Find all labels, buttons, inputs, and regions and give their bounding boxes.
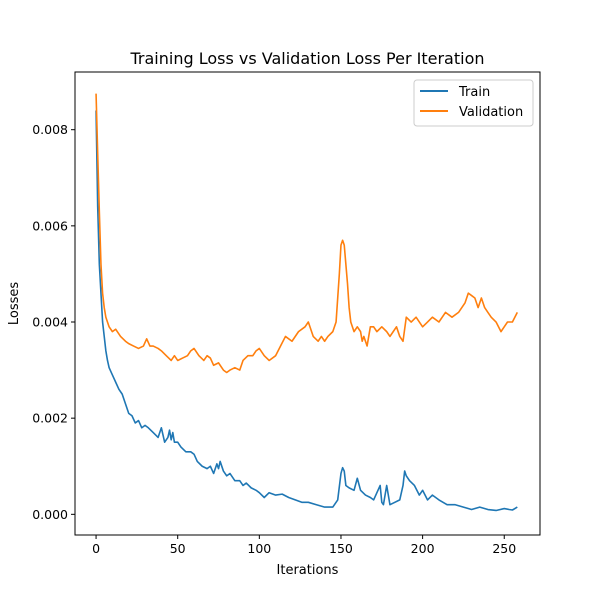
- series-lines: [95, 93, 519, 512]
- series-line-train: [95, 110, 518, 512]
- axis-ticks: 0 50 100 150 200 250 0.000 0.002 0.004 0.006 0.008: [32, 122, 516, 556]
- y-tick-label: 0.006: [32, 218, 68, 233]
- x-tick-label: 0: [92, 541, 100, 556]
- x-tick-label: 50: [170, 541, 186, 556]
- y-tick-label: 0.004: [32, 315, 68, 330]
- y-axis-label: Losses: [7, 282, 22, 326]
- x-tick-label: 200: [411, 541, 435, 556]
- x-tick-label: 150: [329, 541, 353, 556]
- x-tick-label: 100: [247, 541, 271, 556]
- y-tick-label: 0.000: [32, 507, 68, 522]
- x-axis-label: Iterations: [277, 563, 339, 578]
- series-line-validation: [95, 93, 519, 374]
- y-tick-label: 0.008: [32, 122, 68, 137]
- chart-title: Training Loss vs Validation Loss Per Ite…: [129, 49, 484, 68]
- x-tick-label: 250: [492, 541, 516, 556]
- legend-label-validation: Validation: [459, 105, 523, 120]
- legend: Train Validation: [413, 79, 534, 127]
- plot-frame: [74, 71, 541, 536]
- legend-label-train: Train: [458, 85, 490, 100]
- y-tick-label: 0.002: [32, 411, 68, 426]
